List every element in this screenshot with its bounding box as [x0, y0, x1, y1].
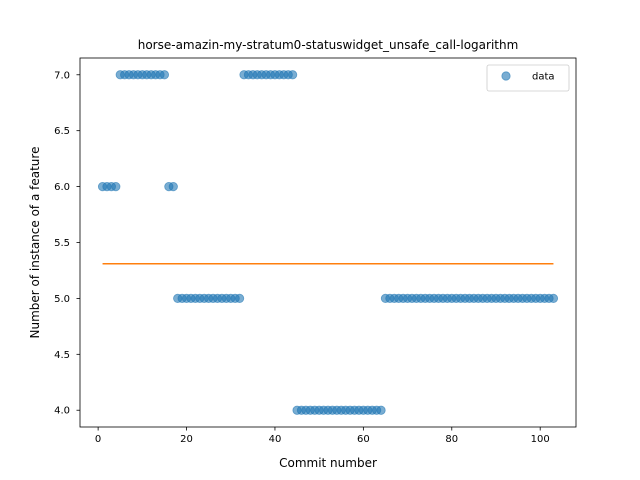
x-tick-label: 100 [531, 434, 550, 445]
y-tick-label: 5.5 [54, 238, 70, 249]
x-axis: 0 20 40 60 80 100 [95, 427, 550, 445]
plot-marks [98, 71, 557, 415]
y-tick-label: 4.5 [54, 350, 70, 361]
chart-title: horse-amazin-my-stratum0-statuswidget_un… [138, 38, 519, 52]
x-tick-label: 0 [95, 434, 101, 445]
x-axis-label: Commit number [279, 456, 377, 470]
x-tick-label: 40 [269, 434, 282, 445]
legend-frame [487, 65, 569, 91]
y-tick-label: 4.0 [54, 406, 70, 417]
x-tick-label: 60 [357, 434, 370, 445]
y-tick-label: 5.0 [54, 294, 70, 305]
y-tick-label: 6.5 [54, 126, 70, 137]
data-point [377, 406, 385, 414]
data-point [160, 71, 168, 79]
data-point [549, 294, 557, 302]
x-tick-label: 80 [445, 434, 458, 445]
y-tick-label: 7.0 [54, 70, 70, 81]
x-tick-label: 20 [180, 434, 193, 445]
y-axis: 4.0 4.5 5.0 5.5 6.0 6.5 7.0 [54, 70, 80, 416]
data-point [169, 182, 177, 190]
y-axis-label: Number of instance of a feature [28, 147, 42, 339]
plot-frame [80, 58, 576, 427]
legend: data [487, 65, 569, 91]
legend-marker [502, 72, 510, 80]
y-tick-label: 6.0 [54, 182, 70, 193]
data-point [112, 182, 120, 190]
data-point [235, 294, 243, 302]
data-point [288, 71, 296, 79]
legend-label: data [532, 72, 555, 83]
